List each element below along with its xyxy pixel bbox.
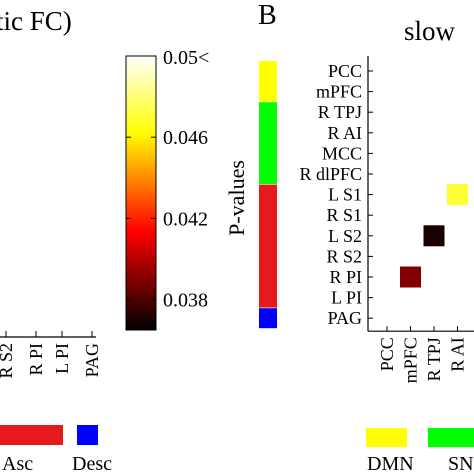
legend-label-asc: Asc (2, 453, 33, 474)
column-label: mPFC (401, 337, 421, 383)
column-label: PCC (377, 337, 397, 371)
left-legend: Asc Desc (0, 425, 112, 474)
heatmap-axes (367, 56, 474, 332)
column-label: R AI (448, 337, 468, 372)
row-label: R S1 (326, 205, 362, 225)
row-label: R PI (329, 267, 362, 287)
left-x-label: R S2 (0, 343, 16, 379)
legend-label-sn: SN (448, 453, 474, 474)
row-label: L S2 (328, 226, 362, 246)
row-label: R AI (327, 123, 362, 143)
group-bar-dmn (259, 61, 277, 102)
column-label: MCC (471, 337, 474, 377)
legend-label-desc: Desc (72, 453, 112, 474)
legend-swatch-dmn (366, 428, 407, 447)
legend-swatch-asc (0, 425, 63, 445)
column-labels: PCC mPFC R TPJ R AI MCC (377, 337, 474, 383)
row-label: L S1 (328, 185, 362, 205)
heatmap-cell (400, 266, 421, 288)
legend-label-dmn: DMN (367, 453, 414, 474)
row-label: PCC (328, 61, 362, 81)
left-panel-title: tic FC) (0, 6, 72, 36)
left-x-ticks (5, 331, 93, 337)
group-bar-sn (259, 102, 277, 184)
panel-letter: B (258, 0, 277, 31)
heatmap-cells (400, 184, 468, 288)
row-label: mPFC (316, 82, 362, 102)
row-label: L PI (331, 288, 362, 308)
left-x-label: L PI (52, 343, 72, 374)
row-label: R dlPFC (299, 164, 362, 184)
left-x-label: R PI (26, 343, 46, 376)
left-panel: tic FC) R S2 R PI L PI PAG Asc Desc (0, 6, 112, 474)
colorbar-label: P-values (224, 160, 249, 236)
row-label: MCC (322, 143, 362, 163)
group-bar-desc (259, 308, 277, 329)
colorbar-tick-label: 0.05< (163, 47, 209, 69)
heatmap-cell (423, 225, 445, 247)
colorbar-gradient (125, 55, 157, 331)
heatmap-cell (447, 184, 468, 206)
left-x-label: PAG (82, 343, 102, 377)
colorbar-tick-label: 0.038 (163, 290, 208, 312)
group-bars (259, 61, 277, 329)
legend-swatch-desc (77, 425, 98, 445)
left-x-labels: R S2 R PI L PI PAG (0, 343, 102, 379)
row-label: PAG (328, 308, 362, 328)
right-legend: DMN SN (366, 428, 474, 474)
column-label: R TPJ (424, 337, 444, 381)
row-label: R S2 (326, 246, 362, 266)
row-label: R TPJ (318, 102, 362, 122)
colorbar-ticks: 0.05< 0.046 0.042 0.038 (126, 47, 209, 312)
right-panel-title: slow (404, 16, 456, 46)
colorbar: 0.05< 0.046 0.042 0.038 P-values (125, 47, 249, 331)
colorbar-tick-label: 0.046 (163, 127, 208, 149)
colorbar-tick-label: 0.042 (163, 208, 208, 230)
group-bar-asc (259, 184, 277, 308)
legend-swatch-sn (428, 428, 474, 447)
